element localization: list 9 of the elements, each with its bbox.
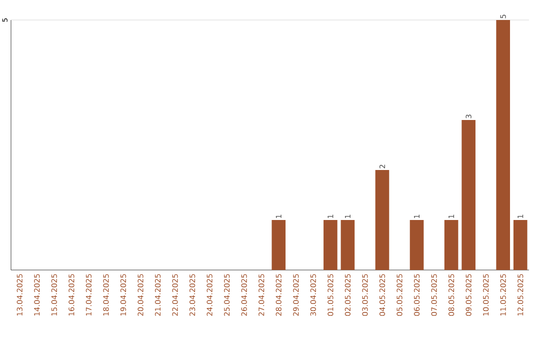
bar <box>462 120 476 270</box>
bar <box>496 20 510 270</box>
bar <box>340 220 355 270</box>
bar <box>513 220 528 270</box>
bar <box>375 170 390 270</box>
bar <box>410 220 424 270</box>
bar <box>272 220 286 270</box>
bar <box>444 220 458 270</box>
bar <box>324 220 338 270</box>
